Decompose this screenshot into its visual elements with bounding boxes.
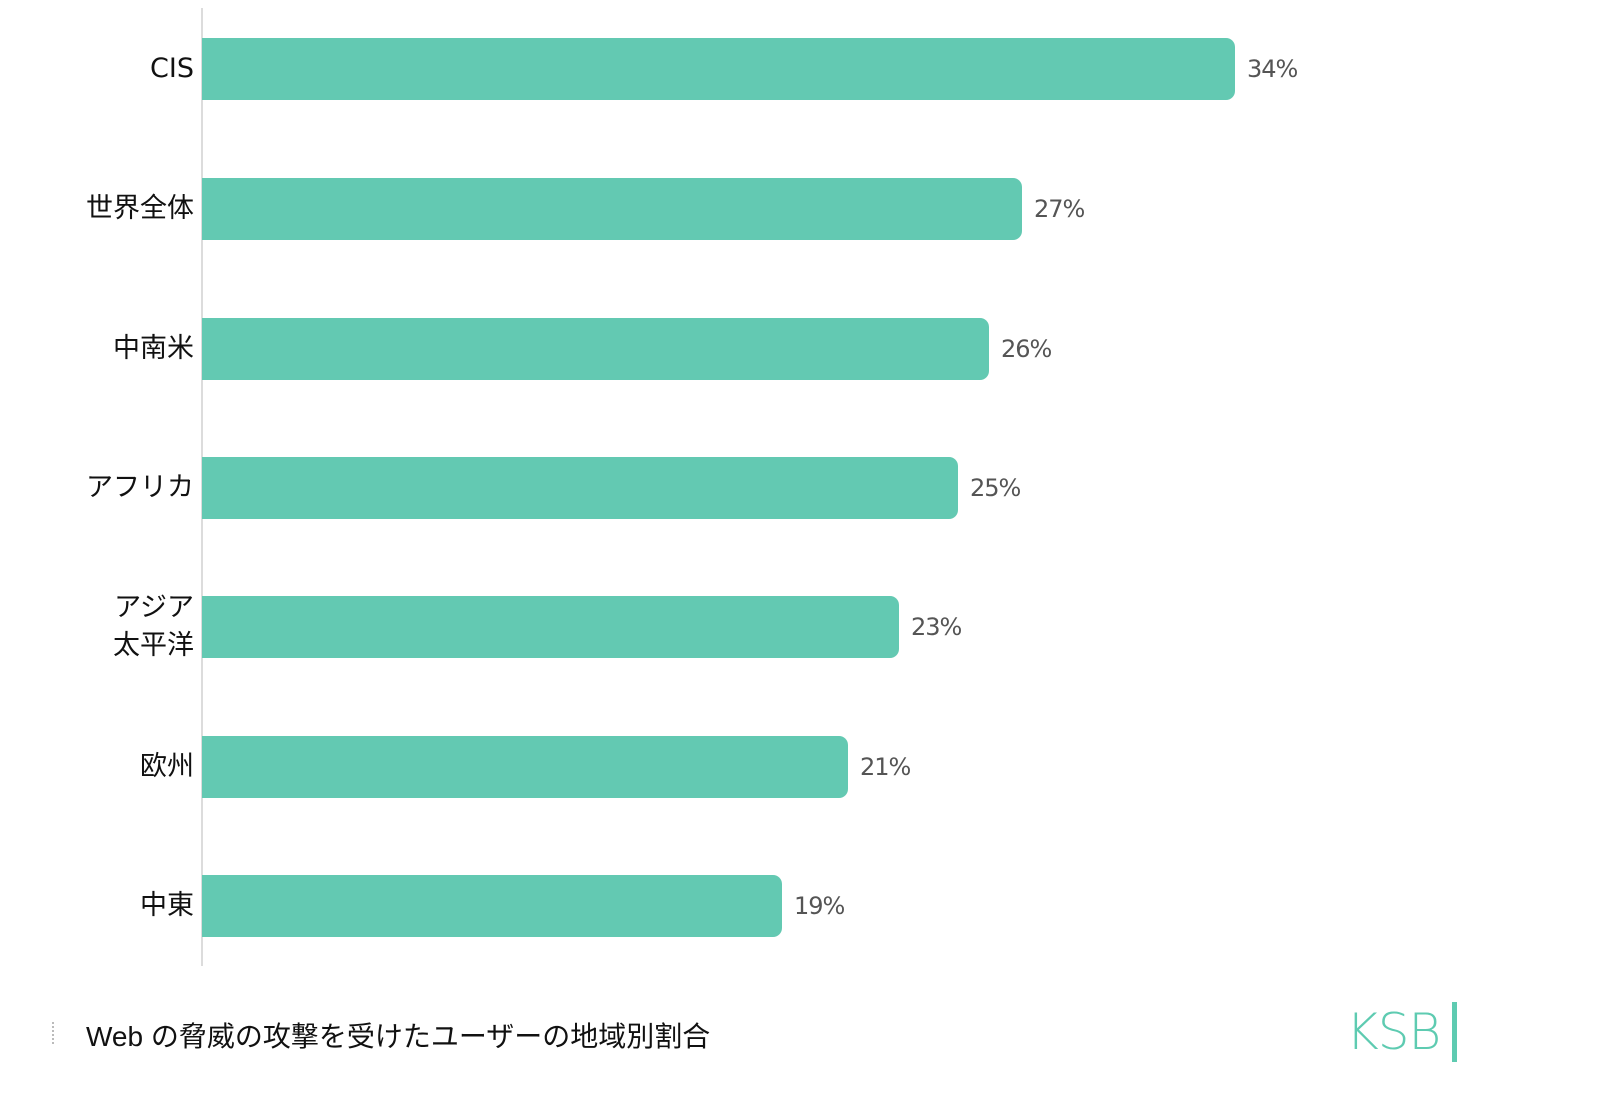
bar-row: 世界全体 27% <box>0 178 1610 240</box>
value-label: 27% <box>1034 195 1085 223</box>
category-label: アジア 太平洋 <box>113 592 194 661</box>
bar <box>202 875 782 937</box>
value-label: 19% <box>794 892 845 920</box>
value-label: 26% <box>1001 335 1052 363</box>
logo-text: KSB <box>1346 1003 1441 1061</box>
bar-row: CIS 34% <box>0 38 1610 100</box>
value-label: 21% <box>860 753 911 781</box>
logo-bar-icon <box>1452 1002 1458 1062</box>
category-label: 中東 <box>140 890 194 921</box>
category-label: 欧州 <box>140 751 194 782</box>
bar-row: 中南米 26% <box>0 318 1610 380</box>
bar <box>202 318 989 380</box>
bar <box>202 457 958 519</box>
ksb-logo: KSB <box>1346 1002 1458 1062</box>
bar-row: 欧州 21% <box>0 736 1610 798</box>
category-label: アフリカ <box>86 472 194 503</box>
chart-caption: Web の脅威の攻撃を受けたユーザーの地域別割合 <box>86 1021 711 1052</box>
bar-row: 中東 19% <box>0 875 1610 937</box>
bar <box>202 596 899 658</box>
value-label: 25% <box>970 474 1021 502</box>
bar-row: アジア 太平洋 23% <box>0 592 1610 661</box>
bar <box>202 38 1235 100</box>
category-label: 中南米 <box>113 333 194 364</box>
bar <box>202 736 848 798</box>
bar <box>202 178 1022 240</box>
value-label: 34% <box>1247 55 1298 83</box>
value-label: 23% <box>911 613 962 641</box>
caption-marker <box>52 1022 55 1044</box>
category-label: CIS <box>150 53 194 84</box>
category-label: 世界全体 <box>86 193 194 224</box>
bar-row: アフリカ 25% <box>0 457 1610 519</box>
